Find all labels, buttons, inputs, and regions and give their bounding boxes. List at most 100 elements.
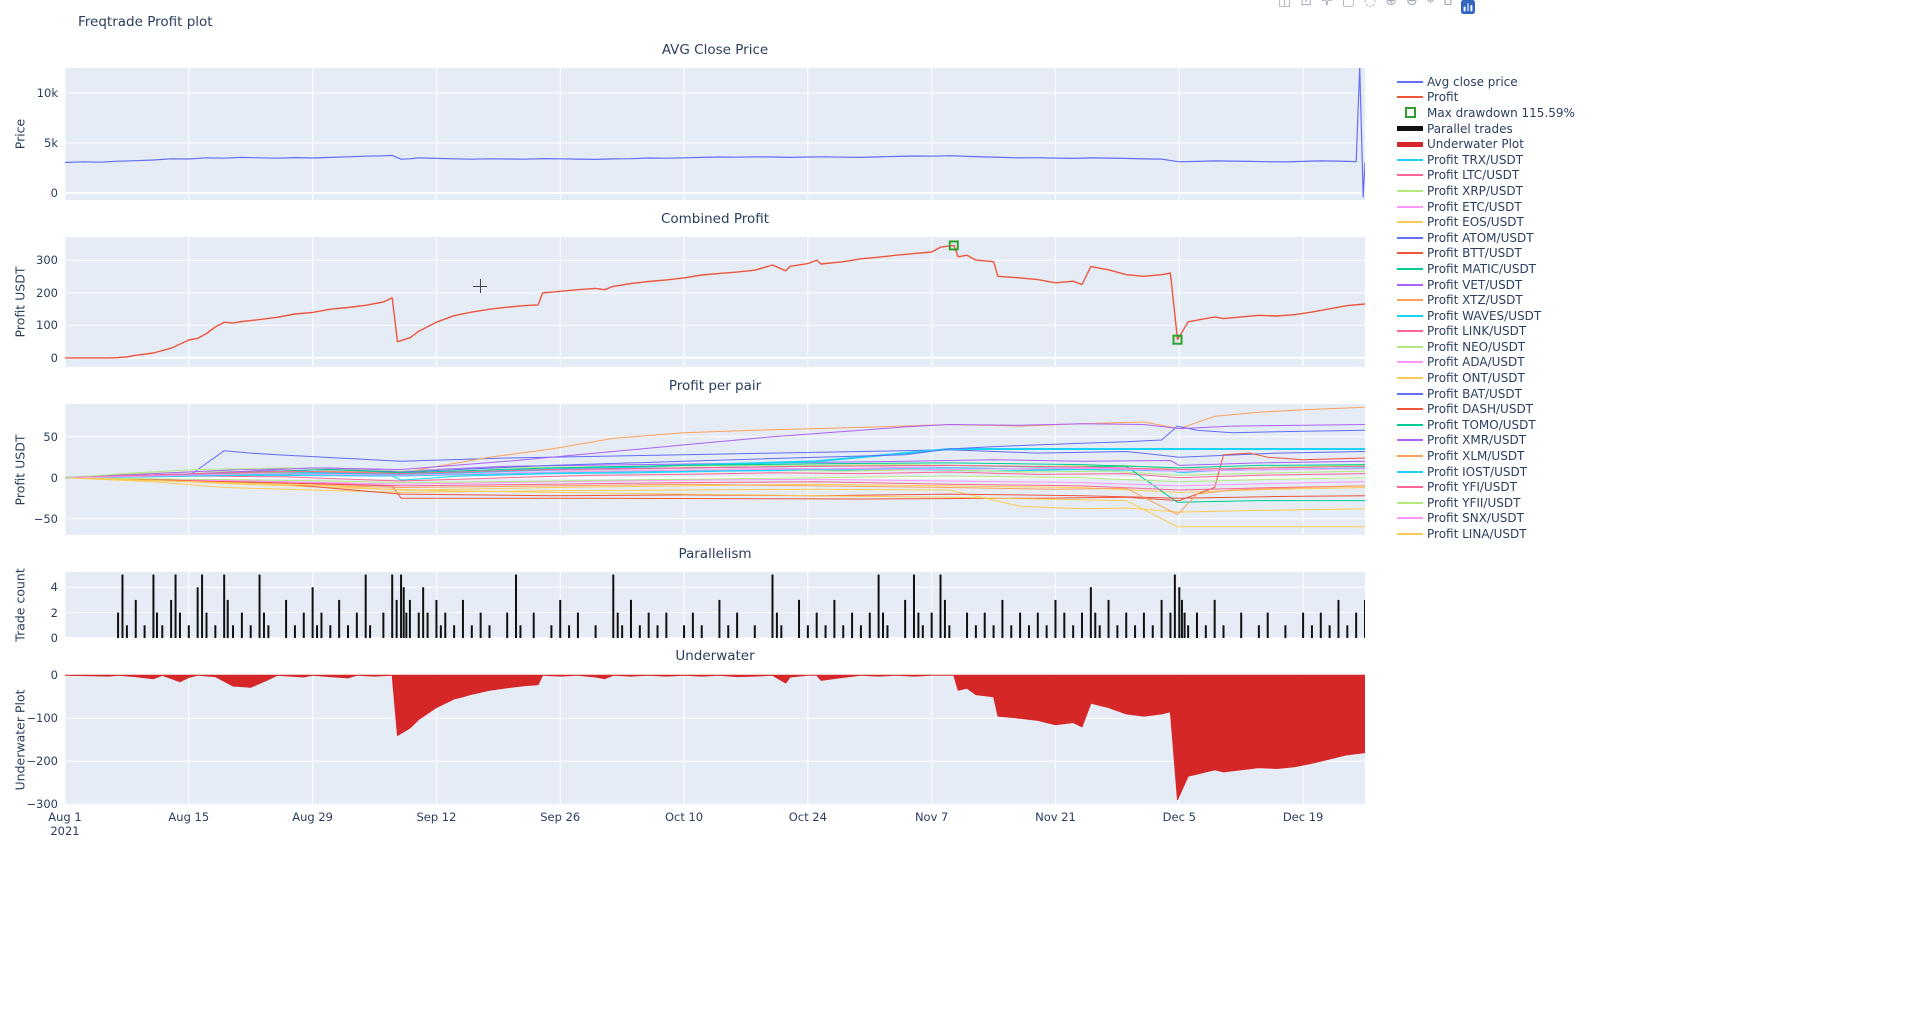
legend-item-27[interactable]: Profit YFII/USDT	[1395, 495, 1575, 511]
y-tick-label: −50	[33, 511, 58, 526]
legend-item-22[interactable]: Profit TOMO/USDT	[1395, 417, 1575, 433]
legend-item-4[interactable]: Underwater Plot	[1395, 136, 1575, 152]
legend-label: Profit VET/USDT	[1427, 277, 1523, 292]
legend-item-11[interactable]: Profit BTT/USDT	[1395, 246, 1575, 262]
legend-label: Max drawdown 115.59%	[1427, 105, 1575, 120]
legend-line-swatch-icon	[1395, 439, 1425, 442]
legend-item-20[interactable]: Profit BAT/USDT	[1395, 386, 1575, 402]
pan-icon[interactable]: ✛	[1320, 0, 1333, 9]
y-tick-label: 0	[50, 350, 58, 365]
legend-label: Profit ATOM/USDT	[1427, 230, 1534, 245]
legend-line-swatch-icon	[1395, 221, 1425, 224]
legend-item-15[interactable]: Profit WAVES/USDT	[1395, 308, 1575, 324]
lasso-select-icon[interactable]: ◌	[1363, 0, 1377, 9]
subplot-1[interactable]	[64, 237, 1366, 367]
legend-label: Profit YFII/USDT	[1427, 495, 1521, 510]
legend-line-swatch-icon	[1395, 408, 1425, 411]
legend-line-swatch-icon	[1395, 189, 1425, 192]
legend-square-marker-icon	[1395, 107, 1425, 119]
legend-label: Profit IOST/USDT	[1427, 464, 1528, 479]
subplot-0[interactable]	[64, 66, 1366, 200]
x-tick-label: Sep 12	[416, 810, 457, 824]
legend-item-6[interactable]: Profit LTC/USDT	[1395, 168, 1575, 184]
zoom-in-icon[interactable]: ⊕	[1385, 0, 1397, 9]
autoscale-icon[interactable]: ⌖	[1426, 0, 1435, 9]
legend-item-2[interactable]: Max drawdown 115.59%	[1395, 105, 1575, 121]
legend-item-14[interactable]: Profit XTZ/USDT	[1395, 292, 1575, 308]
legend-item-25[interactable]: Profit IOST/USDT	[1395, 464, 1575, 480]
subplot-canvas-0[interactable]	[64, 66, 1366, 200]
y-axis-title-2: Profit USDT	[12, 434, 28, 505]
legend-label: Profit XMR/USDT	[1427, 433, 1527, 448]
legend-line-swatch-icon	[1395, 158, 1425, 161]
legend-item-18[interactable]: Profit ADA/USDT	[1395, 355, 1575, 371]
legend-item-9[interactable]: Profit EOS/USDT	[1395, 214, 1575, 230]
x-axis-year-label: 2021	[50, 824, 80, 838]
legend-item-10[interactable]: Profit ATOM/USDT	[1395, 230, 1575, 246]
legend-label: Profit DASH/USDT	[1427, 402, 1534, 417]
box-select-icon[interactable]: ▢	[1341, 0, 1355, 9]
legend-line-swatch-icon	[1395, 299, 1425, 302]
legend-line-swatch-icon	[1395, 470, 1425, 473]
legend-label: Profit EOS/USDT	[1427, 215, 1524, 230]
legend-item-3[interactable]: Parallel trades	[1395, 121, 1575, 137]
subplot-4[interactable]	[64, 674, 1366, 805]
chart-title-1: Combined Profit	[660, 211, 770, 227]
legend-item-5[interactable]: Profit TRX/USDT	[1395, 152, 1575, 168]
y-tick-label: −200	[26, 754, 58, 769]
legend-line-swatch-icon	[1395, 330, 1425, 333]
camera-icon[interactable]: ◫	[1278, 0, 1292, 9]
legend-label: Profit ADA/USDT	[1427, 355, 1525, 370]
legend-item-8[interactable]: Profit ETC/USDT	[1395, 199, 1575, 215]
legend-item-0[interactable]: Avg close price	[1395, 74, 1575, 90]
y-tick-label: 10k	[36, 86, 58, 100]
y-axis-title-0: Price	[12, 118, 28, 150]
legend-item-13[interactable]: Profit VET/USDT	[1395, 277, 1575, 293]
legend-item-7[interactable]: Profit XRP/USDT	[1395, 183, 1575, 199]
legend-item-19[interactable]: Profit ONT/USDT	[1395, 370, 1575, 386]
legend-line-swatch-icon	[1395, 174, 1425, 177]
subplot-canvas-3[interactable]	[64, 572, 1366, 639]
y-tick-label: 100	[36, 318, 58, 333]
zoom-icon[interactable]: ⊡	[1300, 0, 1312, 9]
y-tick-label: 50	[43, 429, 58, 444]
legend-label: Profit BTT/USDT	[1427, 246, 1522, 261]
legend-item-26[interactable]: Profit YFI/USDT	[1395, 479, 1575, 495]
x-tick-label: Nov 7	[914, 810, 949, 824]
subplot-2[interactable]	[64, 404, 1366, 535]
chart-title-4: Underwater	[675, 648, 755, 664]
legend-label: Profit LTC/USDT	[1427, 168, 1520, 183]
reset-axes-icon[interactable]: ⌂	[1443, 0, 1453, 9]
plotly-logo-icon[interactable]	[1461, 0, 1476, 14]
zoom-out-icon[interactable]: ⊖	[1405, 0, 1418, 9]
legend-item-12[interactable]: Profit MATIC/USDT	[1395, 261, 1575, 277]
subplot-canvas-4[interactable]	[64, 674, 1366, 805]
subplot-canvas-2[interactable]	[64, 404, 1366, 535]
x-tick-label: Aug 1	[48, 810, 82, 824]
legend-label: Profit LINK/USDT	[1427, 324, 1527, 339]
legend-item-24[interactable]: Profit XLM/USDT	[1395, 448, 1575, 464]
y-tick-label: 0	[50, 631, 58, 645]
legend-line-swatch-icon	[1395, 126, 1425, 132]
y-tick-label: 2	[50, 605, 58, 620]
subplot-3[interactable]	[64, 572, 1366, 639]
legend-item-17[interactable]: Profit NEO/USDT	[1395, 339, 1575, 355]
subplot-canvas-1[interactable]	[64, 237, 1366, 367]
legend-line-swatch-icon	[1395, 205, 1425, 208]
y-axis-title-4: Underwater Plot	[12, 689, 28, 790]
legend-line-swatch-icon	[1395, 501, 1425, 504]
legend-line-swatch-icon	[1395, 377, 1425, 380]
legend-item-23[interactable]: Profit XMR/USDT	[1395, 433, 1575, 449]
legend-label: Profit XLM/USDT	[1427, 449, 1525, 464]
legend-item-29[interactable]: Profit LINA/USDT	[1395, 526, 1575, 542]
x-tick-label: Dec 5	[1162, 810, 1196, 824]
legend: Avg close price Profit Max drawdown 115.59…	[1395, 74, 1575, 542]
legend-item-16[interactable]: Profit LINK/USDT	[1395, 324, 1575, 340]
legend-item-28[interactable]: Profit SNX/USDT	[1395, 511, 1575, 527]
legend-line-swatch-icon	[1395, 361, 1425, 364]
legend-label: Parallel trades	[1427, 121, 1513, 136]
legend-item-1[interactable]: Profit	[1395, 90, 1575, 106]
legend-item-21[interactable]: Profit DASH/USDT	[1395, 401, 1575, 417]
legend-label: Profit ONT/USDT	[1427, 371, 1525, 386]
legend-label: Profit SNX/USDT	[1427, 511, 1524, 526]
